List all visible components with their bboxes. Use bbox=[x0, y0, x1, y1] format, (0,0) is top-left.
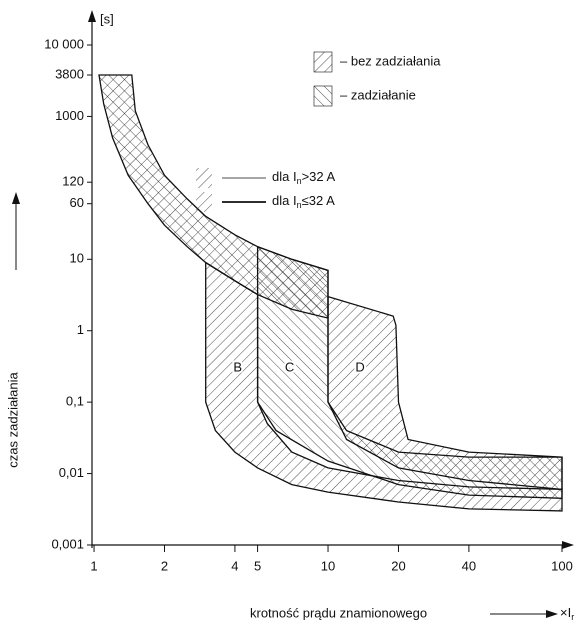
y-tick-label: 0,1 bbox=[66, 394, 84, 409]
y-tick-label: 60 bbox=[70, 195, 84, 210]
x-tick-label: 20 bbox=[391, 558, 405, 573]
y-tick-label: 10 bbox=[70, 251, 84, 266]
legend-prefix: dla I bbox=[272, 169, 297, 184]
legend-sub: n bbox=[297, 200, 302, 210]
y-label-arrow-head bbox=[12, 192, 20, 204]
region bbox=[327, 295, 563, 491]
x-tick-label: 1 bbox=[90, 558, 97, 573]
y-axis-label: czas zadziałania bbox=[5, 372, 20, 468]
x-unit-main: ×I bbox=[560, 605, 571, 620]
legend-swatch bbox=[196, 168, 212, 188]
y-tick-label: 0,001 bbox=[51, 536, 84, 551]
legend-suffix: ≤32 A bbox=[302, 193, 335, 208]
region-label: D bbox=[355, 360, 364, 375]
legend-suffix: >32 A bbox=[302, 169, 336, 184]
y-tick-label: 1 bbox=[77, 322, 84, 337]
x-axis-arrow bbox=[562, 541, 574, 549]
legend-swatch bbox=[196, 192, 212, 212]
x-unit-sub: r bbox=[571, 612, 574, 622]
legend-label: dla In≤32 A bbox=[272, 193, 335, 210]
legend-prefix: dla I bbox=[272, 193, 297, 208]
legend-label: – bez zadziałania bbox=[340, 53, 441, 68]
x-tick-label: 2 bbox=[161, 558, 168, 573]
y-tick-label: 3800 bbox=[55, 66, 84, 81]
x-unit: ×Ir bbox=[560, 605, 574, 622]
x-label-arrow-head bbox=[546, 610, 558, 618]
x-tick-label: 5 bbox=[254, 558, 261, 573]
y-tick-label: 10 000 bbox=[44, 36, 84, 51]
region-label: C bbox=[285, 360, 294, 375]
x-axis-label: krotność prądu znamionowego bbox=[250, 605, 427, 620]
legend-swatch bbox=[313, 85, 333, 107]
legend-label: – zadziałanie bbox=[340, 87, 416, 102]
y-tick-label: 0,01 bbox=[59, 465, 84, 480]
legend-label: dla In>32 A bbox=[272, 169, 336, 186]
y-tick-label: 120 bbox=[62, 174, 84, 189]
legend-swatch bbox=[313, 51, 333, 73]
x-tick-label: 10 bbox=[321, 558, 335, 573]
y-unit: [s] bbox=[100, 11, 114, 26]
x-tick-label: 40 bbox=[462, 558, 476, 573]
legend-sub: n bbox=[297, 176, 302, 186]
region-label: B bbox=[233, 360, 242, 375]
x-tick-label: 4 bbox=[231, 558, 238, 573]
x-tick-label: 100 bbox=[551, 558, 573, 573]
y-axis-arrow bbox=[88, 10, 96, 22]
y-tick-label: 1000 bbox=[55, 108, 84, 123]
